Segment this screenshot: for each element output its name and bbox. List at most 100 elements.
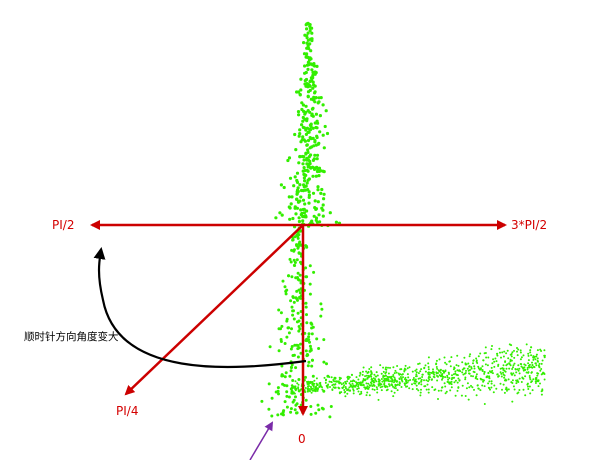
data-point	[426, 383, 429, 386]
data-point	[316, 403, 320, 407]
data-point	[308, 340, 311, 344]
data-point	[308, 344, 312, 348]
data-point	[457, 369, 460, 372]
data-point	[296, 298, 299, 302]
data-point	[470, 367, 473, 370]
data-point	[387, 372, 390, 375]
data-point	[321, 203, 325, 207]
data-point	[297, 387, 300, 390]
data-point	[535, 364, 538, 367]
data-point	[436, 379, 439, 382]
data-point	[322, 197, 326, 201]
data-point	[311, 325, 315, 329]
data-point	[299, 208, 303, 212]
data-point	[308, 282, 312, 286]
data-point	[310, 219, 314, 223]
data-point	[390, 383, 393, 386]
data-point	[287, 331, 291, 335]
data-point	[299, 77, 303, 81]
data-point	[475, 373, 478, 376]
data-point	[287, 395, 291, 399]
data-point	[509, 360, 512, 363]
data-point	[292, 258, 296, 262]
data-point	[305, 275, 309, 279]
data-point	[529, 349, 532, 352]
data-point	[270, 396, 274, 400]
data-point	[295, 244, 299, 247]
data-point	[313, 389, 316, 392]
data-point	[419, 377, 422, 380]
data-point	[406, 367, 409, 370]
data-point	[392, 374, 395, 376]
data-point	[435, 359, 438, 362]
data-point	[395, 371, 398, 374]
data-point	[409, 379, 412, 381]
data-point	[311, 70, 315, 75]
data-point	[435, 371, 438, 374]
data-point	[311, 381, 314, 383]
data-point	[527, 359, 530, 362]
data-point	[400, 379, 403, 382]
data-point	[298, 327, 302, 331]
data-point	[296, 277, 300, 281]
data-point	[494, 357, 497, 360]
data-point	[423, 367, 426, 370]
data-point	[327, 383, 330, 386]
data-point	[368, 384, 371, 387]
data-point	[531, 389, 534, 392]
label-pi-over-2: PI/2	[52, 218, 74, 232]
data-point	[531, 361, 533, 364]
data-point	[520, 356, 523, 359]
data-point	[298, 273, 302, 277]
data-point	[306, 364, 310, 368]
data-point	[276, 413, 280, 417]
data-point	[437, 398, 439, 400]
data-point	[453, 381, 456, 384]
data-point	[462, 373, 465, 376]
data-point	[438, 358, 441, 361]
data-point	[432, 370, 434, 373]
data-point	[302, 207, 306, 211]
data-point	[303, 33, 307, 37]
data-point	[290, 391, 294, 395]
data-point	[473, 365, 476, 368]
data-point	[294, 366, 298, 370]
data-point	[510, 381, 513, 384]
data-point	[321, 214, 325, 218]
point-cloud	[260, 21, 546, 419]
data-point	[394, 387, 397, 390]
data-point	[391, 379, 394, 382]
data-point	[529, 378, 532, 381]
data-point	[298, 154, 302, 159]
coordinate-axes	[90, 220, 507, 416]
data-point	[310, 39, 314, 43]
data-point	[480, 367, 482, 370]
data-point	[277, 392, 280, 396]
data-point	[307, 201, 311, 205]
data-point	[492, 358, 495, 361]
data-point	[329, 405, 333, 408]
data-point	[487, 386, 490, 389]
label-zero: 0	[298, 432, 306, 446]
data-point	[298, 132, 302, 136]
data-point	[483, 371, 486, 373]
data-point	[373, 388, 376, 391]
data-point	[280, 324, 284, 328]
data-point	[523, 363, 526, 366]
data-point	[306, 109, 310, 113]
data-point	[376, 388, 379, 391]
data-point	[463, 356, 466, 359]
data-point	[414, 369, 417, 372]
data-point	[466, 367, 469, 370]
data-point	[301, 214, 305, 219]
data-point	[511, 379, 514, 382]
data-point	[304, 128, 308, 132]
data-point	[472, 359, 475, 362]
data-point	[279, 340, 283, 343]
data-point	[500, 372, 503, 375]
data-point	[419, 391, 422, 394]
data-point	[304, 70, 308, 75]
data-point	[306, 95, 310, 99]
data-point	[277, 349, 281, 353]
data-point	[496, 352, 499, 355]
